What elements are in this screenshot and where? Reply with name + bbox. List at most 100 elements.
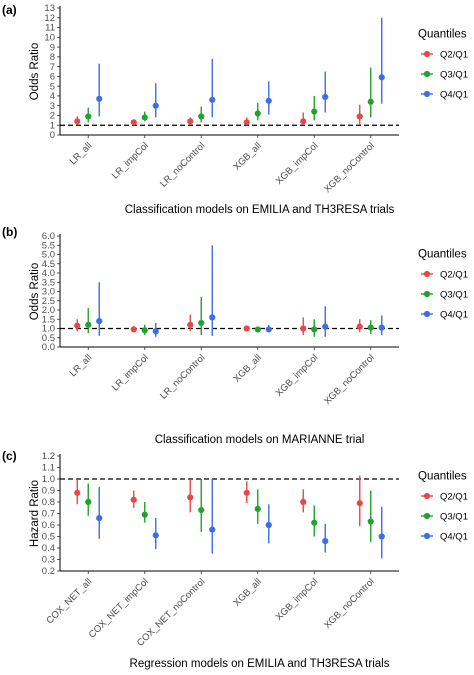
data-point xyxy=(322,538,329,545)
series-q2-q1 xyxy=(74,104,363,126)
data-point xyxy=(265,97,272,104)
y-tick-label: 4.0 xyxy=(42,268,55,279)
data-point xyxy=(367,98,374,105)
legend-swatch-point xyxy=(423,492,431,500)
y-tick-label: 0.8 xyxy=(42,497,55,508)
series-q2-q1 xyxy=(74,314,363,335)
y-tick-label: 1.2 xyxy=(42,451,55,462)
data-point xyxy=(74,118,81,125)
legend: Quantiles Q2/Q1 Q3/Q1 Q4/Q1 xyxy=(418,471,468,543)
data-point xyxy=(74,489,81,496)
x-axis-label: Classification models on EMILIA and TH3R… xyxy=(125,204,395,216)
y-tick-label: 0.2 xyxy=(42,566,55,577)
legend-swatch-point xyxy=(423,50,431,58)
data-point xyxy=(243,119,250,126)
y-tick-label: 0.7 xyxy=(42,509,55,520)
data-point xyxy=(209,526,216,533)
data-point xyxy=(74,322,81,329)
series-q4-q1 xyxy=(96,17,385,118)
data-point xyxy=(378,74,385,81)
data-point xyxy=(96,515,103,522)
data-point xyxy=(356,323,363,330)
data-point xyxy=(209,314,216,321)
data-point xyxy=(152,328,159,335)
y-tick-label: 12 xyxy=(44,13,55,24)
data-point xyxy=(187,321,194,328)
legend-swatch-point xyxy=(423,70,431,78)
y-tick-label: 0.5 xyxy=(42,532,55,543)
y-tick-label: 6 xyxy=(50,72,55,83)
y-tick-label: 1.1 xyxy=(42,463,55,474)
y-tick-label: 1.0 xyxy=(42,324,55,335)
series-q4-q1 xyxy=(96,479,385,559)
data-point xyxy=(254,326,261,333)
panel-label: (c) xyxy=(2,449,17,463)
legend-item-label: Q3/Q1 xyxy=(440,70,468,81)
data-point xyxy=(356,113,363,120)
data-point xyxy=(130,119,137,126)
legend-title: Quantiles xyxy=(418,249,467,261)
data-point xyxy=(96,95,103,102)
legend-item-label: Q2/Q1 xyxy=(440,270,468,281)
data-point xyxy=(378,324,385,331)
y-tick-label: 4 xyxy=(50,91,55,102)
y-tick-label: 2 xyxy=(50,111,55,122)
y-tick-label: 4.5 xyxy=(42,259,55,270)
y-tick-label: 9 xyxy=(50,42,55,53)
y-tick-label: 10 xyxy=(44,33,55,44)
data-point xyxy=(378,533,385,540)
x-axis-label: Regression models on EMILIA and TH3RESA … xyxy=(130,658,390,670)
data-point xyxy=(152,532,159,539)
y-tick-label: 6.0 xyxy=(42,231,55,242)
legend-item-label: Q3/Q1 xyxy=(440,512,468,523)
series-q2-q1 xyxy=(74,475,363,527)
data-point xyxy=(311,519,318,526)
y-tick-label: 2.5 xyxy=(42,296,55,307)
data-point xyxy=(85,113,92,120)
data-point xyxy=(141,114,148,121)
data-point xyxy=(130,326,137,333)
y-axis-label: Hazard Ratio xyxy=(29,480,41,547)
legend-swatch-point xyxy=(423,532,431,540)
legend-item-label: Q3/Q1 xyxy=(440,290,468,301)
data-point xyxy=(141,327,148,334)
data-point xyxy=(187,494,194,501)
data-point xyxy=(243,489,250,496)
legend-swatch-point xyxy=(423,270,431,278)
data-point xyxy=(356,500,363,507)
data-point xyxy=(367,324,374,331)
y-tick-label: 5.5 xyxy=(42,240,55,251)
data-point xyxy=(85,498,92,506)
data-point xyxy=(265,521,272,529)
panel-label: (a) xyxy=(2,3,17,17)
series-q3-q1 xyxy=(85,479,374,543)
legend-swatch-point xyxy=(423,290,431,298)
y-axis-label: Odds Ratio xyxy=(29,263,41,321)
y-tick-label: 3.0 xyxy=(42,287,55,298)
data-point xyxy=(96,318,103,325)
y-tick-label: 1.0 xyxy=(42,474,55,485)
y-tick-label: 5 xyxy=(50,81,55,92)
y-tick-label: 3.5 xyxy=(42,277,55,288)
data-point xyxy=(187,118,194,125)
data-point xyxy=(198,113,205,120)
x-axis-label: Classification models on MARIANNE trial xyxy=(155,434,365,446)
data-point xyxy=(311,108,318,115)
y-tick-label: 0.3 xyxy=(42,555,55,566)
y-tick-label: 0.5 xyxy=(42,333,55,344)
legend: Quantiles Q2/Q1 Q3/Q1 Q4/Q1 xyxy=(418,29,468,101)
data-point xyxy=(198,319,205,327)
legend-item-label: Q4/Q1 xyxy=(440,310,468,321)
legend-swatch-point xyxy=(423,512,431,520)
data-point xyxy=(300,325,307,332)
data-point xyxy=(141,511,148,518)
y-tick-label: 8 xyxy=(50,52,55,63)
data-point xyxy=(243,325,250,332)
data-point xyxy=(85,321,92,328)
data-point xyxy=(367,518,374,525)
data-point xyxy=(300,118,307,125)
y-tick-label: 0.4 xyxy=(42,543,55,554)
y-tick-label: 0.0 xyxy=(42,342,55,353)
y-tick-label: 11 xyxy=(45,23,55,34)
